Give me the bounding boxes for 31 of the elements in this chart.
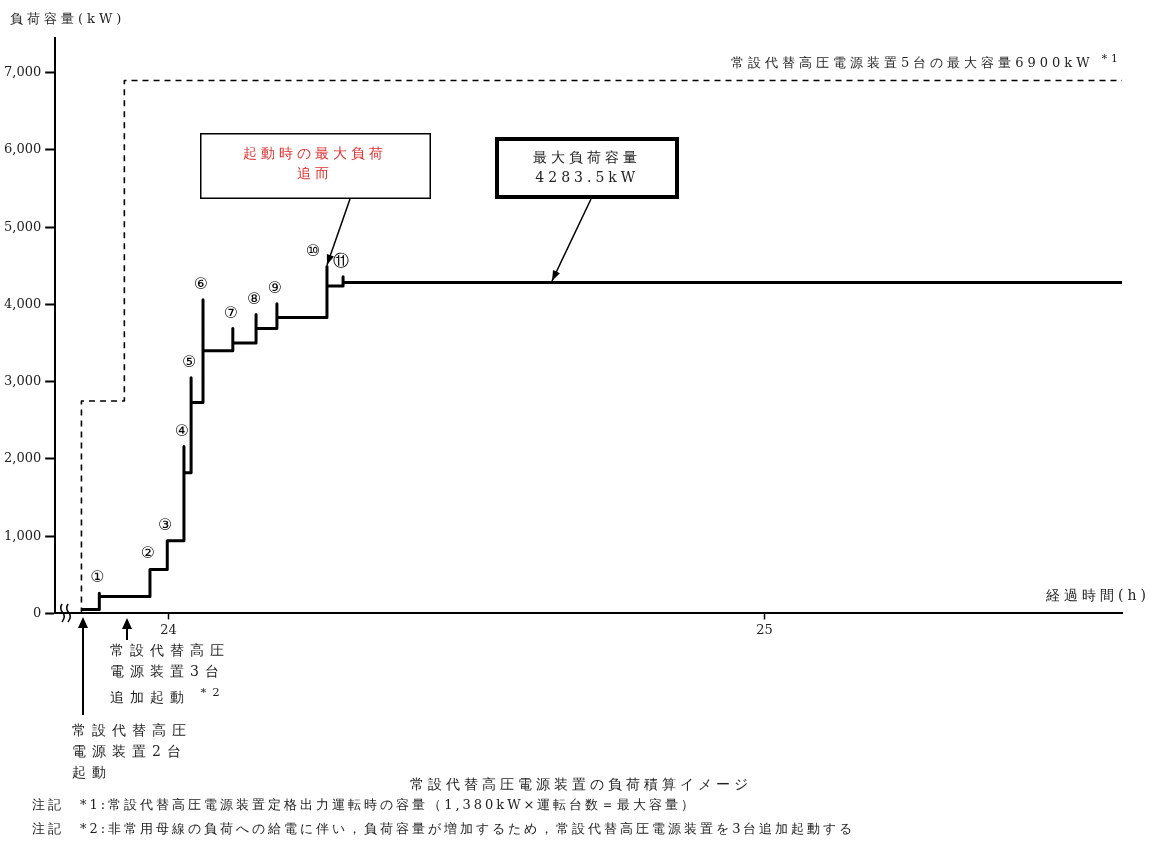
annotation: ⑩ — [305, 240, 321, 260]
annotation: ⑤ — [181, 351, 197, 371]
y-tick-label: 2,000 — [4, 450, 42, 466]
annotation: ③ — [158, 514, 173, 534]
annotation: 最大負荷容量4283.5kW — [532, 147, 643, 187]
annotation: ⑧ — [246, 288, 262, 308]
x-tick-label: 24 — [160, 621, 177, 637]
y-tick-label: 4,000 — [4, 295, 42, 311]
y-tick-label: 5,000 — [4, 218, 42, 234]
y-tick-label: 1,000 — [4, 527, 42, 543]
text: 常設代替高圧電源装置3台追加起動 $^{*2}$ — [110, 641, 231, 707]
x-tick-label: 25 — [756, 621, 773, 637]
annotation: ② — [140, 543, 156, 563]
y-tick-label: 7,000 — [4, 64, 42, 80]
annotation: ④ — [174, 420, 190, 440]
annotation: ① — [90, 567, 105, 587]
text: 注記 *2:非常用母線の負荷への給電に伴い，負荷容量が増加するため，常設代替高圧電源装置を3台追加起動する — [32, 820, 856, 838]
y-axis-title: 負荷容量(kW) — [10, 10, 126, 28]
text: 注記 *1:常設代替高圧電源装置定格出力運転時の容量（1,380kW×運転台数＝最大容量） — [32, 796, 698, 814]
annotation: 起動時の最大負荷追而 — [242, 143, 389, 183]
annotation: ⑪ — [333, 250, 350, 270]
annotation: ⑦ — [223, 302, 238, 322]
annotation: ⑨ — [267, 277, 283, 297]
text: 常設代替高圧電源装置の負荷積算イメージ — [410, 776, 752, 792]
x-axis-title: 経過時間(h) — [1046, 587, 1150, 606]
y-tick-label: 0 — [32, 604, 42, 620]
y-tick-label: 3,000 — [4, 373, 42, 389]
annotation: ⑥ — [193, 273, 209, 293]
y-tick-label: 6,000 — [4, 141, 42, 157]
text: 常設代替高圧電源装置2台起動 — [72, 721, 193, 782]
annotation: 常設代替高圧電源装置5台の最大容量6900kW $^{*1}$ — [730, 52, 1122, 73]
